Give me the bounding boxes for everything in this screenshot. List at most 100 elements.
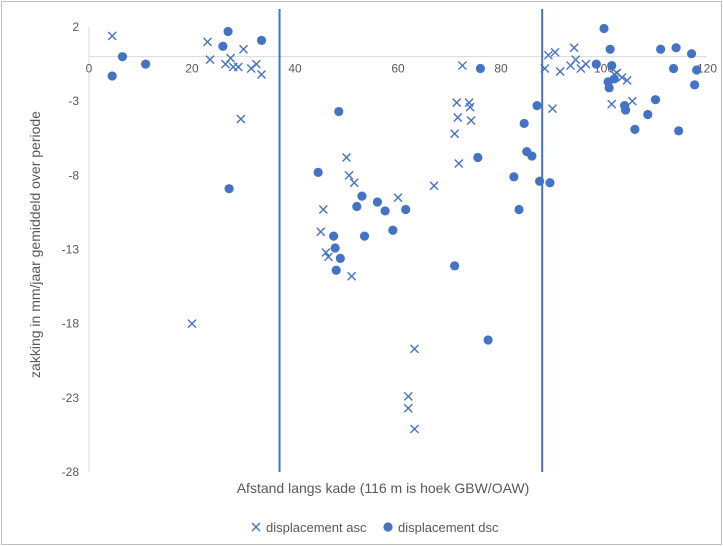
marker-stroke xyxy=(548,104,557,114)
data-point-dsc xyxy=(224,184,234,194)
marker-stroke xyxy=(464,98,474,108)
legend-marker-dsc xyxy=(383,522,393,532)
legend-marker-dot xyxy=(383,522,393,532)
data-point-asc xyxy=(550,47,560,57)
marker-stroke xyxy=(627,96,637,106)
data-point-asc xyxy=(236,114,246,124)
marker-stroke xyxy=(318,204,328,214)
y-tick-label: 2 xyxy=(72,20,79,34)
data-point-asc xyxy=(257,69,267,79)
marker-stroke xyxy=(452,98,462,108)
marker-stroke xyxy=(344,170,354,180)
data-point-dsc xyxy=(527,151,537,161)
data-point-asc xyxy=(409,344,419,354)
marker-stroke xyxy=(569,43,579,53)
data-point-dsc xyxy=(535,176,545,186)
legend-label-asc: displacement asc xyxy=(266,520,367,535)
marker-stroke xyxy=(236,114,246,124)
data-point-asc xyxy=(226,53,236,63)
marker-stroke xyxy=(550,47,560,57)
y-tick-label: -13 xyxy=(62,243,80,257)
data-point-dsc xyxy=(352,201,362,212)
marker-stroke xyxy=(622,75,632,85)
data-point-dsc xyxy=(107,71,117,81)
legend-label-dsc: displacement dsc xyxy=(398,520,499,535)
data-point-asc xyxy=(349,178,359,188)
data-point-dsc xyxy=(591,59,601,69)
data-point-dsc xyxy=(690,80,700,90)
data-point-asc xyxy=(393,193,403,203)
data-point-dsc xyxy=(330,243,340,253)
marker-stroke xyxy=(581,59,591,69)
marker-stroke xyxy=(251,522,261,532)
marker-stroke xyxy=(617,72,627,82)
data-point-dsc xyxy=(483,335,493,345)
marker-stroke xyxy=(257,69,267,79)
data-point-asc xyxy=(465,102,475,112)
marker-stroke xyxy=(202,37,212,47)
data-point-dsc xyxy=(607,60,617,71)
marker-stroke xyxy=(107,31,117,41)
x-tick-label: 20 xyxy=(185,62,199,76)
data-points xyxy=(107,23,702,434)
data-point-dsc xyxy=(357,191,367,201)
data-point-dsc xyxy=(372,197,382,207)
data-point-dsc xyxy=(545,178,555,188)
vertical-reference-lines xyxy=(278,9,544,472)
data-point-dsc xyxy=(218,41,228,51)
data-point-dsc xyxy=(656,44,666,54)
legend-marker-x xyxy=(251,522,261,532)
data-point-asc xyxy=(187,319,197,329)
data-point-asc xyxy=(452,98,462,108)
data-point-asc xyxy=(321,247,331,257)
marker-stroke xyxy=(321,247,331,257)
data-point-asc xyxy=(622,75,632,85)
data-point-asc xyxy=(347,271,357,281)
data-point-asc xyxy=(555,67,565,76)
data-point-dsc xyxy=(475,63,485,74)
legend-marker-asc xyxy=(251,522,261,532)
data-point-asc xyxy=(403,403,413,413)
data-point-dsc xyxy=(141,59,151,69)
data-point-asc xyxy=(342,153,351,163)
data-point-asc xyxy=(571,55,581,65)
marker-stroke xyxy=(454,158,464,168)
data-point-dsc xyxy=(599,23,609,34)
data-point-dsc xyxy=(509,172,519,182)
data-point-dsc xyxy=(329,231,339,241)
data-point-asc xyxy=(205,55,215,65)
marker-stroke xyxy=(409,424,419,434)
marker-stroke xyxy=(466,115,476,125)
data-point-dsc xyxy=(117,52,128,62)
data-point-dsc xyxy=(450,261,460,271)
data-point-asc xyxy=(453,112,463,122)
data-point-asc xyxy=(344,170,354,180)
data-point-asc xyxy=(429,181,439,191)
marker-stroke xyxy=(457,61,467,71)
data-point-dsc xyxy=(674,126,684,136)
marker-stroke xyxy=(555,67,565,76)
y-tick-label: -3 xyxy=(68,94,79,108)
data-point-dsc xyxy=(630,124,640,134)
data-point-dsc xyxy=(388,225,398,235)
data-point-dsc xyxy=(519,118,529,129)
y-tick-label: -28 xyxy=(62,465,80,479)
marker-stroke xyxy=(453,112,463,122)
marker-stroke xyxy=(607,99,617,109)
y-tick-labels: 2 -3 -8 -13 -18 -23 -28 xyxy=(62,20,80,479)
data-point-dsc xyxy=(334,106,344,117)
marker-stroke xyxy=(187,319,197,329)
data-point-dsc xyxy=(668,63,679,74)
data-point-dsc xyxy=(605,44,615,54)
marker-stroke xyxy=(543,50,553,60)
x-tick-label: 0 xyxy=(86,62,93,76)
data-point-asc xyxy=(548,104,557,114)
data-point-asc xyxy=(454,158,464,168)
x-tick-label: 120 xyxy=(697,62,717,76)
data-point-asc xyxy=(607,99,617,109)
data-point-dsc xyxy=(335,253,345,263)
data-point-asc xyxy=(409,424,419,434)
data-point-asc xyxy=(450,129,460,139)
marker-stroke xyxy=(349,178,359,188)
